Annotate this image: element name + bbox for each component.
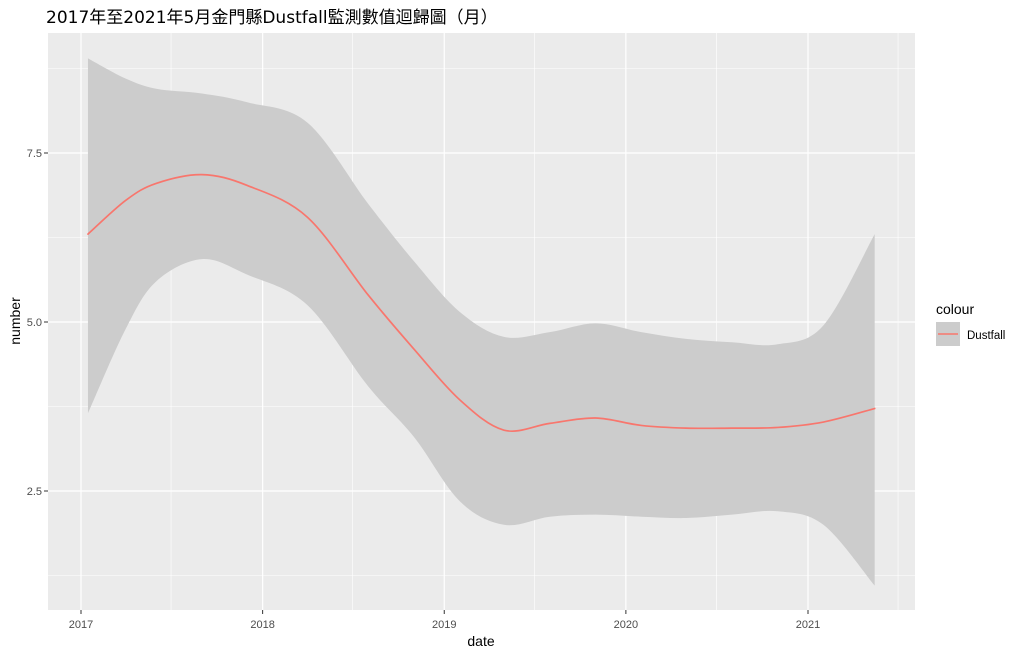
y-tick-label: 2.5 [27, 486, 42, 498]
series-line-dustfall [87, 173, 876, 432]
y-tick-label: 7.5 [27, 148, 42, 160]
legend: colour Dustfall [936, 301, 1005, 346]
y-axis-label: number [7, 297, 23, 345]
x-axis-label: date [467, 633, 494, 649]
x-axis-ticks: 2017 2018 2019 2020 2021 [69, 610, 820, 631]
x-tick-label: 2021 [796, 619, 820, 631]
x-tick-label: 2017 [69, 619, 93, 631]
x-tick-label: 2019 [432, 619, 456, 631]
confidence-band-group [87, 58, 875, 586]
y-axis-ticks: 2.5 5.0 7.5 [27, 148, 48, 498]
regression-line-group [87, 173, 876, 432]
confidence-band [87, 58, 875, 586]
x-tick-label: 2020 [614, 619, 638, 631]
legend-label-dustfall: Dustfall [967, 330, 1005, 342]
y-tick-label: 5.0 [27, 317, 42, 329]
x-tick-label: 2018 [250, 619, 274, 631]
legend-title: colour [936, 301, 974, 317]
chart-title: 2017年至2021年5月金門縣Dustfall監測數值迴歸圖（月） [46, 8, 498, 28]
